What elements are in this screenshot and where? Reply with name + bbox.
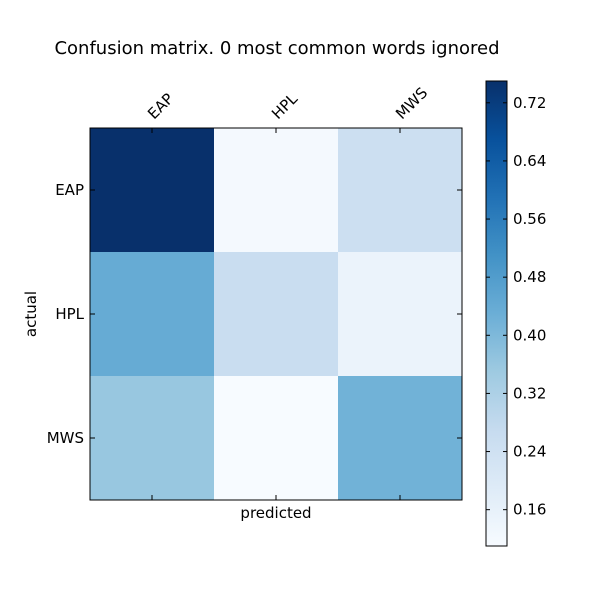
x-tick-labels: EAP HPL MWS — [144, 84, 431, 123]
heatmap-cell — [90, 252, 215, 377]
colorbar-tick-label: 0.48 — [513, 268, 546, 286]
x-tick-label: HPL — [268, 89, 301, 122]
heatmap-cell — [90, 376, 215, 501]
colorbar-tick-label: 0.56 — [513, 210, 546, 228]
colorbar-tick-label: 0.64 — [513, 152, 546, 170]
x-tick-label: EAP — [144, 90, 177, 123]
heatmap-cells — [90, 128, 463, 501]
heatmap-cell — [214, 252, 339, 377]
colorbar-tick-label: 0.24 — [513, 443, 546, 461]
y-axis-label: actual — [22, 291, 40, 337]
heatmap-cell — [338, 128, 463, 253]
heatmap-cell — [214, 128, 339, 253]
axis-ticks — [90, 128, 462, 500]
colorbar-tick-label: 0.72 — [513, 94, 546, 112]
colorbar — [485, 80, 508, 547]
x-axis-label: predicted — [240, 504, 311, 522]
colorbar-tick-label: 0.32 — [513, 384, 546, 402]
y-tick-labels: EAP HPL MWS — [47, 181, 85, 447]
x-tick-label: MWS — [392, 84, 431, 123]
heatmap-cell — [214, 376, 339, 501]
y-tick-label: MWS — [47, 429, 84, 447]
colorbar-tick-label: 0.40 — [513, 326, 546, 344]
chart-title: Confusion matrix. 0 most common words ig… — [54, 38, 499, 59]
heatmap-cell — [338, 376, 463, 501]
colorbar-tick-label: 0.16 — [513, 501, 546, 519]
y-tick-label: EAP — [55, 181, 84, 199]
heatmap-cell — [338, 252, 463, 377]
y-tick-label: HPL — [55, 305, 84, 323]
heatmap-cell — [90, 128, 215, 253]
colorbar-ticks: 0.16 0.24 0.32 0.40 0.48 0.56 0.64 0.72 — [486, 94, 546, 519]
